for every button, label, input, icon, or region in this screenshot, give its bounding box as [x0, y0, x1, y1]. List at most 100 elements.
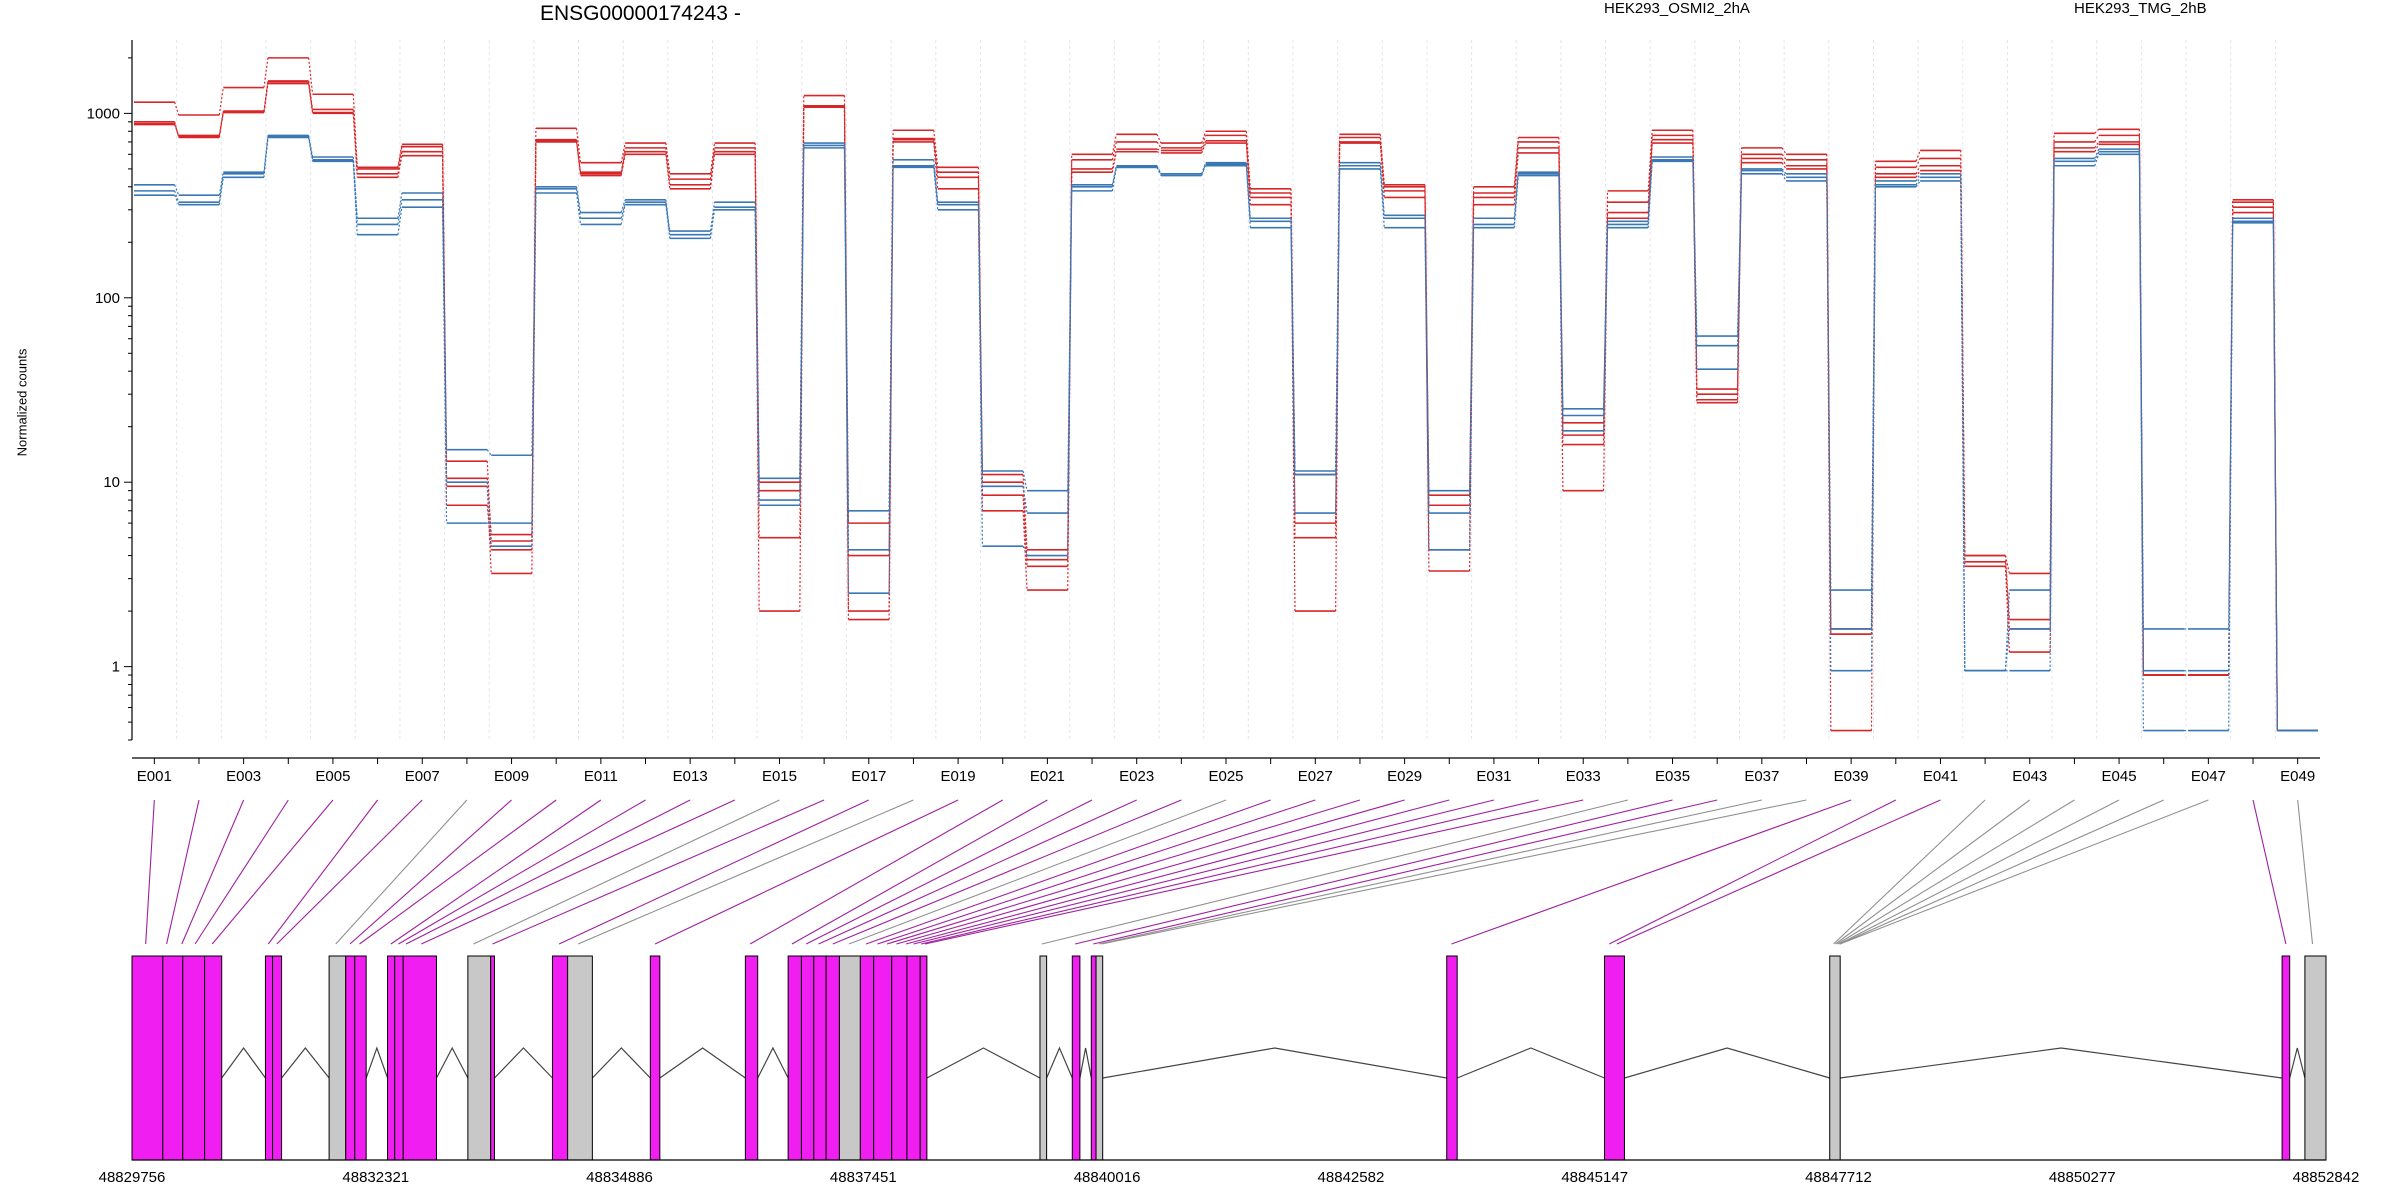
exon-block: [906, 955, 921, 1161]
exon-connector: [1608, 799, 1897, 945]
exon-connector: [194, 799, 289, 945]
x-tick-label: E041: [1923, 768, 1958, 785]
exon-block: [272, 955, 283, 1161]
x-tick-label: E007: [405, 768, 440, 785]
series-join: [1915, 165, 1921, 175]
series-join: [1781, 173, 1787, 182]
exon-connector: [832, 799, 1182, 945]
exon-connector: [877, 799, 1316, 945]
exon-connector: [359, 799, 557, 945]
series-join: [1915, 158, 1921, 168]
exon-connector: [558, 799, 870, 945]
x-tick-label: E005: [315, 768, 350, 785]
series-join: [2004, 590, 2011, 671]
exon-block: [467, 955, 492, 1161]
x-tick-label: E049: [2280, 768, 2315, 785]
exon-connector: [924, 799, 1584, 945]
exon-block: [787, 955, 802, 1161]
series-a-1: [134, 82, 2318, 732]
series-join: [1156, 148, 1162, 151]
series-a-2: [134, 80, 2318, 732]
x-tick-label: E015: [762, 768, 797, 785]
exon-connector: [211, 799, 334, 945]
exon-block: [204, 955, 223, 1161]
series-join: [531, 186, 537, 456]
series-join: [2049, 165, 2055, 671]
series-join: [486, 482, 492, 547]
series-join: [620, 202, 626, 219]
series-join: [620, 147, 626, 173]
exon-block: [402, 955, 437, 1161]
exon-connector: [913, 799, 1495, 945]
x-tick-label: E031: [1476, 768, 1511, 785]
exon-connector: [1837, 799, 2075, 945]
series-join: [1335, 165, 1341, 475]
series-join: [575, 128, 582, 163]
series-join: [888, 159, 894, 511]
series-join: [2004, 555, 2011, 574]
series-join: [1781, 168, 1787, 175]
series-join: [2049, 161, 2055, 629]
series-join: [2094, 151, 2100, 162]
series-join: [263, 80, 269, 112]
exon-block: [649, 955, 661, 1161]
intron: [1456, 1047, 1605, 1079]
series-join: [218, 112, 224, 137]
exon-connector: [886, 799, 1361, 945]
series-join: [575, 141, 582, 173]
series-join: [1111, 149, 1117, 170]
series-b-4: [134, 134, 2318, 732]
exon-connector: [145, 799, 155, 945]
intron: [494, 1047, 553, 1079]
exon-connector: [1838, 799, 2120, 945]
exon-connector: [848, 799, 1227, 945]
exon-block: [1090, 955, 1097, 1161]
series-join: [1781, 162, 1787, 170]
series-join: [1022, 470, 1028, 491]
series-join: [1736, 154, 1743, 403]
series-join: [218, 87, 224, 116]
series-join: [397, 199, 403, 225]
exon-connector: [654, 799, 959, 945]
x-tick-label: E037: [1744, 768, 1779, 785]
series-join: [1647, 135, 1653, 203]
series-join: [1692, 161, 1698, 370]
series-join: [933, 138, 939, 173]
intron: [2289, 1047, 2306, 1079]
genomic-coordinate-label: 48834886: [586, 1169, 653, 1186]
exon-connector: [1041, 799, 1629, 945]
series-join: [754, 209, 760, 506]
intron: [659, 1047, 746, 1079]
intron: [1840, 1047, 2283, 1079]
x-tick-label: E029: [1387, 768, 1422, 785]
series-join: [1870, 186, 1877, 671]
series-join: [1602, 227, 1609, 431]
exon-connector: [905, 799, 1450, 945]
series-join: [709, 209, 716, 239]
series-join: [1915, 150, 1921, 162]
series-join: [1201, 165, 1207, 175]
exon-block: [2304, 955, 2327, 1161]
series-join: [1290, 227, 1296, 514]
exon-connector: [2252, 799, 2287, 945]
exon-connector: [267, 799, 379, 945]
series-join: [1245, 135, 1251, 194]
x-tick-label: E047: [2191, 768, 2226, 785]
series-join: [1781, 147, 1787, 155]
exon-connector: [492, 799, 825, 945]
exon-block: [567, 955, 593, 1161]
exon-block: [354, 955, 367, 1161]
series-join: [174, 190, 180, 203]
series-join: [1335, 137, 1341, 612]
genomic-coordinate-label: 48829756: [99, 1169, 166, 1186]
intron: [221, 1046, 266, 1079]
series-join: [263, 81, 269, 113]
series-join: [665, 143, 671, 174]
series-join: [1111, 151, 1117, 173]
series-join: [843, 145, 850, 550]
series-join: [933, 167, 939, 210]
genomic-coordinate-label: 48832321: [342, 1169, 409, 1186]
series-join: [2004, 561, 2011, 630]
exon-block: [394, 955, 404, 1161]
series-join: [620, 204, 626, 225]
